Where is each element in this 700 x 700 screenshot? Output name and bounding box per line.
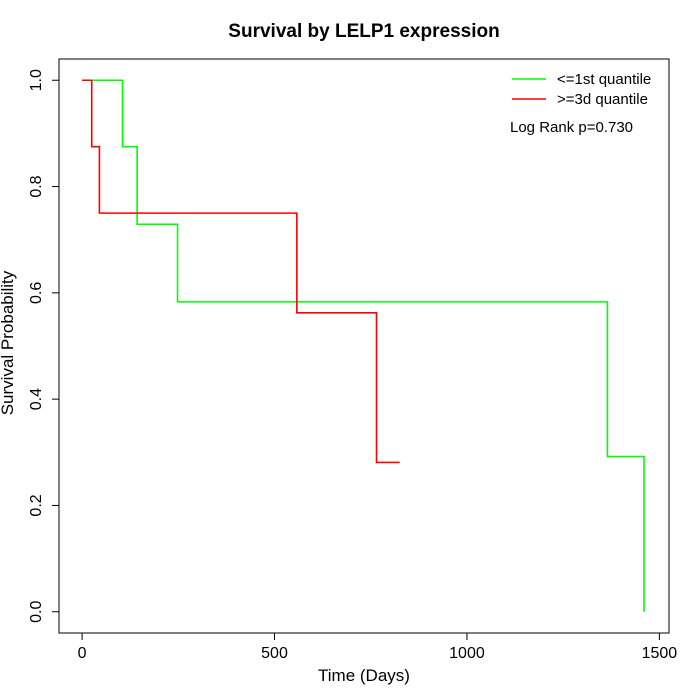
y-tick-label: 0.4 xyxy=(28,388,45,410)
x-tick-label: 0 xyxy=(78,645,87,662)
survival-curve-1 xyxy=(82,79,645,612)
legend: <=1st quantile >=3d quantile xyxy=(512,71,651,108)
legend-label: <=1st quantile xyxy=(557,71,651,88)
chart-title: Survival by LELP1 expression xyxy=(228,21,499,42)
y-tick-label: 0.2 xyxy=(28,494,45,516)
y-tick-label: 0.6 xyxy=(28,282,45,304)
series-layer xyxy=(82,79,645,612)
y-tick-label: 1.0 xyxy=(28,69,45,91)
x-axis: 0 500 1000 1500 xyxy=(78,633,678,662)
x-tick-label: 1000 xyxy=(449,645,485,662)
y-tick-label: 0.0 xyxy=(28,601,45,623)
survival-curve-2 xyxy=(82,79,400,464)
x-tick-label: 1500 xyxy=(642,645,678,662)
log-rank-annotation: Log Rank p=0.730 xyxy=(510,119,633,136)
y-axis: 0.0 0.2 0.4 0.6 0.8 1.0 xyxy=(28,69,59,623)
y-tick-label: 0.8 xyxy=(28,175,45,197)
x-tick-label: 500 xyxy=(261,645,288,662)
plot-frame xyxy=(58,58,670,634)
x-axis-label: Time (Days) xyxy=(318,666,410,685)
y-axis-label: Survival Probability xyxy=(0,270,17,415)
legend-label: >=3d quantile xyxy=(557,91,648,108)
